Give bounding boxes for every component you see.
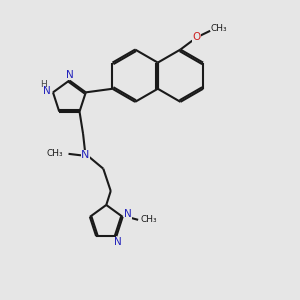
- Text: N: N: [81, 150, 90, 160]
- Text: N: N: [66, 70, 74, 80]
- Text: CH₃: CH₃: [141, 215, 158, 224]
- Text: N: N: [43, 86, 51, 96]
- Text: CH₃: CH₃: [210, 24, 227, 33]
- Text: CH₃: CH₃: [46, 149, 63, 158]
- Text: N: N: [124, 209, 132, 220]
- Text: H: H: [40, 80, 47, 89]
- Text: N: N: [114, 237, 122, 247]
- Text: O: O: [192, 32, 200, 42]
